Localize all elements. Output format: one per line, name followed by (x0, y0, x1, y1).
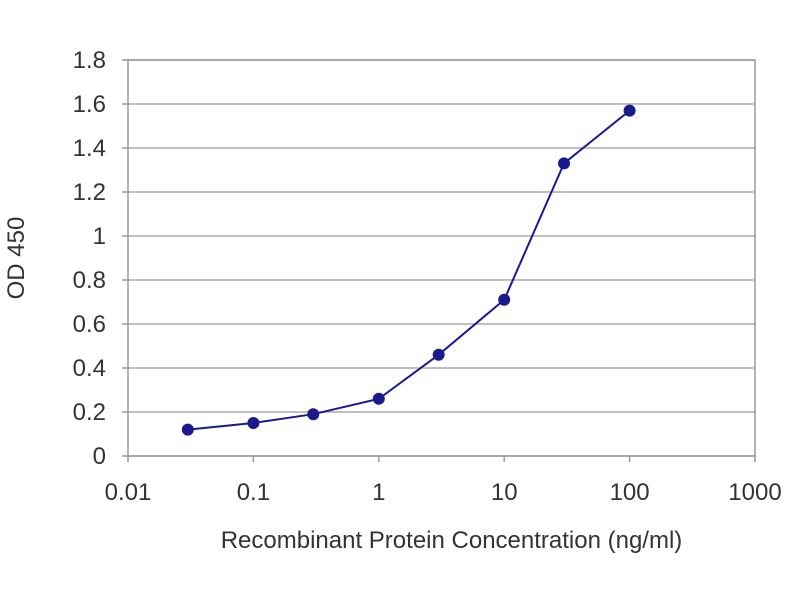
data-point (623, 104, 636, 117)
y-tick-label: 0.6 (73, 311, 106, 338)
y-tick-label: 1.4 (73, 135, 106, 162)
x-tick-label: 10 (491, 479, 518, 506)
plot-frame (127, 59, 756, 457)
y-tick-label: 1.2 (73, 179, 106, 206)
y-tick-label: 0.4 (73, 355, 106, 382)
y-tick-label: 1.6 (73, 91, 106, 118)
x-tick-label: 0.1 (237, 479, 270, 506)
y-tick-label: 0.8 (73, 267, 106, 294)
x-tick-label: 100 (610, 479, 650, 506)
data-point (498, 293, 511, 306)
data-point (432, 348, 445, 361)
series-layer (181, 104, 636, 436)
x-tick-label: 1 (372, 479, 385, 506)
data-point (372, 392, 385, 405)
x-tick-label: 0.01 (105, 479, 152, 506)
data-point (307, 408, 320, 421)
y-tick-label: 0.2 (73, 399, 106, 426)
data-point (181, 423, 194, 436)
gridlines (128, 59, 755, 457)
y-axis-title: OD 450 (3, 217, 30, 300)
y-tick-label: 0 (93, 443, 106, 470)
data-point (247, 417, 260, 429)
data-point (558, 157, 571, 170)
series-line (187, 109, 631, 431)
y-tick-label: 1 (93, 223, 106, 250)
x-axis-title: Recombinant Protein Concentration (ng/ml… (221, 527, 683, 554)
y-tick-label: 1.8 (73, 47, 106, 74)
x-tick-label: 1000 (728, 479, 781, 506)
x-axis: 0.01 0.1 1 10 100 1000 (105, 456, 782, 506)
y-axis: 0 0.2 0.4 0.6 0.8 1 1.2 1.4 1.6 1.8 (73, 47, 128, 470)
